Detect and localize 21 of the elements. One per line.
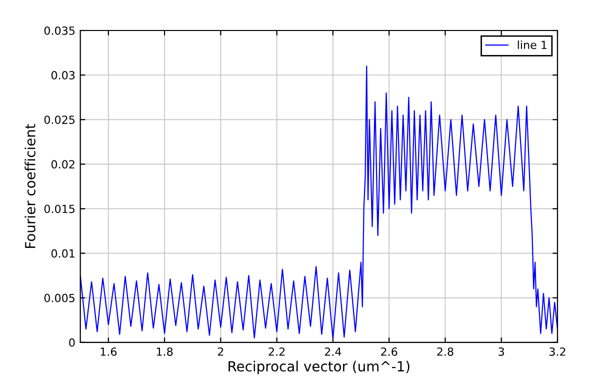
y-tick-label: 0.025 bbox=[44, 116, 74, 124]
x-tick-label: 2.6 bbox=[381, 347, 398, 356]
x-tick-label: 1.6 bbox=[100, 347, 117, 356]
legend-label: line 1 bbox=[518, 40, 546, 50]
x-tick-label: 3 bbox=[498, 347, 504, 356]
x-tick-label: 2.8 bbox=[437, 347, 454, 356]
x-tick-label: 1.8 bbox=[156, 347, 173, 356]
y-tick-label: 0.005 bbox=[44, 294, 74, 302]
x-tick-label: 2.4 bbox=[324, 347, 342, 356]
y-tick-label: 0.015 bbox=[44, 204, 74, 214]
y-axis-title: Fourier coefficient bbox=[24, 124, 36, 248]
line-series bbox=[80, 66, 558, 340]
y-tick-label: 0.035 bbox=[44, 26, 74, 35]
y-tick-label: 0.01 bbox=[51, 249, 74, 258]
x-axis-title: Reciprocal vector (um^-1) bbox=[228, 360, 410, 374]
y-tick-label: 0.03 bbox=[51, 71, 75, 80]
x-tick-label: 2 bbox=[218, 347, 224, 356]
x-tick-label: 2.2 bbox=[268, 347, 285, 356]
y-tick-label: 0.02 bbox=[51, 160, 74, 169]
x-tick-label: 3.2 bbox=[550, 347, 566, 356]
y-tick-label: 0 bbox=[69, 338, 75, 347]
